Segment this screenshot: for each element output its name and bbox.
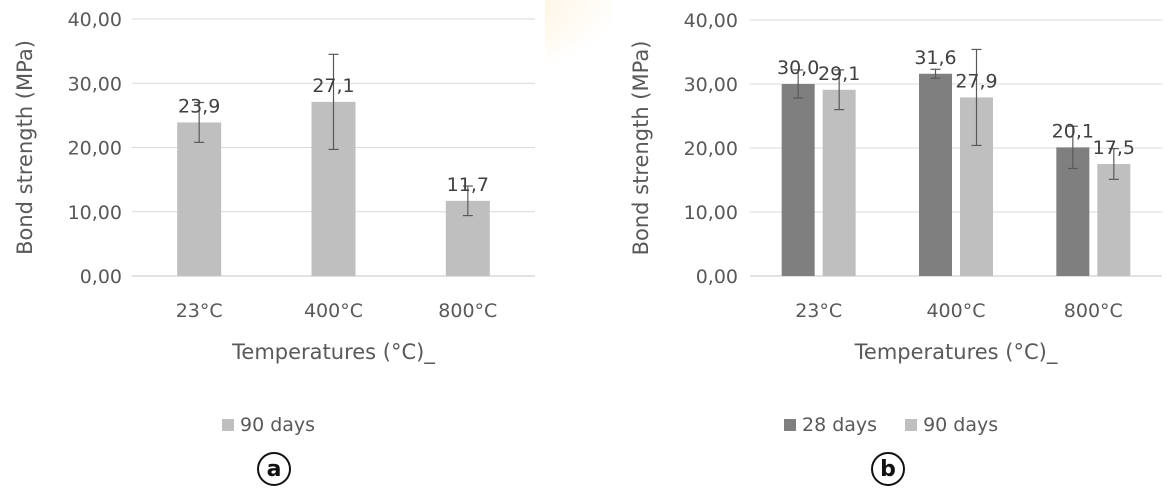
x-tick-label: 400°C — [926, 300, 985, 322]
y-tick-label: 20,00 — [68, 138, 122, 160]
x-tick-label: 800°C — [1064, 300, 1123, 322]
bar-28-days-400-c — [919, 73, 952, 276]
legend-label-90-days: 90 days — [923, 414, 999, 436]
x-tick-label: 23°C — [795, 300, 842, 322]
bar-90-days-23-c — [177, 122, 222, 276]
legend-swatch-90-days — [905, 419, 918, 431]
legend-label-28-days: 28 days — [802, 414, 878, 436]
data-label-28-days-800-c: 20,1 — [1052, 120, 1094, 142]
chart-a-plot: 0,00 10,00 20,00 30,00 40,00 23,9 23°C 27,1 400°… — [13, 9, 535, 365]
data-label-90-days-800-c: 11,7 — [447, 174, 489, 196]
x-tick-label: 400°C — [304, 300, 363, 322]
chart-b-legend: 28 days 90 days — [784, 414, 998, 436]
y-tick-label: 40,00 — [684, 10, 738, 32]
legend-item-90-days: 90 days — [222, 414, 315, 436]
y-tick-label: 40,00 — [68, 9, 122, 31]
y-tick-label: 20,00 — [684, 138, 738, 160]
y-tick-label: 0,00 — [80, 266, 122, 288]
x-tick-label: 23°C — [176, 300, 223, 322]
bar-90-days-800-c — [1097, 164, 1131, 276]
y-axis-title: Bond strength (MPa) — [13, 40, 37, 255]
y-tick-label: 0,00 — [696, 266, 738, 288]
data-label-28-days-23-c: 30,0 — [777, 57, 819, 79]
y-tick-label: 30,00 — [68, 73, 122, 95]
chart-a-legend: 90 days — [222, 414, 315, 436]
x-axis-title: Temperatures (°C)_ — [231, 340, 435, 365]
panel-label-a: a — [257, 452, 291, 486]
legend-item-90-days: 90 days — [905, 414, 998, 436]
chart-b-plot: 0,00 10,00 20,00 30,00 40,00 30,029,1 23°C 31,6… — [629, 10, 1162, 365]
y-tick-label: 10,00 — [68, 202, 122, 224]
data-label-90-days-23-c: 29,1 — [818, 63, 860, 85]
data-label-90-days-23-c: 23,9 — [178, 95, 220, 117]
x-tick-label: 800°C — [438, 300, 497, 322]
panel-label-b: b — [871, 452, 905, 486]
legend-item-28-days: 28 days — [784, 414, 877, 436]
x-axis-title: Temperatures (°C)_ — [854, 340, 1058, 365]
y-tick-label: 30,00 — [684, 74, 738, 96]
data-label-28-days-400-c: 31,6 — [914, 47, 956, 69]
legend-label-90-days: 90 days — [240, 414, 316, 436]
y-axis-title: Bond strength (MPa) — [629, 41, 653, 256]
legend-swatch-28-days — [784, 419, 796, 431]
y-tick-label: 10,00 — [684, 202, 738, 224]
chart-panel-b: 0,00 10,00 20,00 30,00 40,00 30,0 29,1 23°C 31,6… — [612, 0, 1166, 491]
data-label-90-days-400-c: 27,1 — [312, 75, 354, 97]
chart-panel-a: 0,00 10,00 20,00 30,00 40,00 23,9 23°C 27,1 400°… — [0, 0, 545, 491]
legend-swatch-90-days — [222, 419, 234, 431]
bar-28-days-23-c — [781, 84, 815, 276]
bar-90-days-23-c — [822, 89, 856, 276]
data-label-90-days-800-c: 17,5 — [1093, 137, 1135, 159]
data-label-90-days-400-c: 27,9 — [955, 70, 997, 92]
